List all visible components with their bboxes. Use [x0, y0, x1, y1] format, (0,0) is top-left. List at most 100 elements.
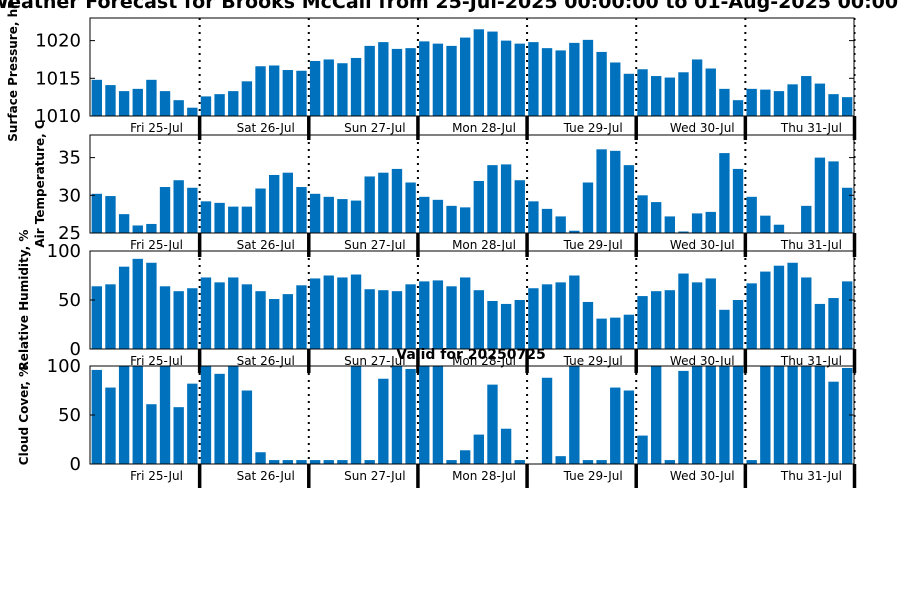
ytick-label: 1010: [35, 106, 81, 127]
bar: [118, 91, 130, 116]
bar: [678, 231, 689, 233]
bar: [691, 59, 703, 116]
bar: [650, 202, 662, 233]
bar: [405, 182, 416, 233]
bar: [296, 70, 307, 116]
day-label: Tue 29-Jul: [563, 354, 623, 368]
bar: [446, 205, 457, 233]
panel-subtitle: Valid for 20250725: [396, 347, 545, 363]
bar: [268, 299, 280, 349]
bar: [146, 262, 157, 349]
bar: [814, 157, 826, 233]
bar: [255, 188, 266, 233]
bar: [678, 370, 689, 464]
bar: [487, 165, 498, 233]
bar: [187, 107, 198, 116]
bar: [610, 150, 621, 233]
bar: [323, 196, 334, 233]
bar: [146, 223, 157, 233]
bar: [500, 40, 512, 117]
bar: [732, 366, 744, 464]
day-label: Tue 29-Jul: [563, 469, 623, 483]
bar: [309, 193, 321, 233]
day-label: Sun 27-Jul: [344, 121, 405, 135]
bar: [487, 300, 498, 349]
bar: [309, 60, 321, 116]
bar: [146, 79, 157, 116]
bar: [787, 262, 798, 349]
bar: [255, 66, 266, 116]
bar: [350, 200, 362, 233]
bar: [146, 404, 157, 464]
bar: [118, 214, 130, 233]
bar: [364, 176, 375, 233]
day-label: Sun 27-Jul: [344, 469, 405, 483]
bar: [582, 460, 594, 464]
day-label: Thu 31-Jul: [780, 238, 842, 252]
panel-4: Fri 25-Jul Sat 26-Jul Sun 27-Jul Mon 28-Jul…: [17, 356, 857, 488]
y-axis-label: Surface Pressure, hPa: [6, 0, 20, 142]
bar: [228, 206, 239, 233]
bar: [473, 29, 485, 117]
bar: [419, 41, 430, 117]
bar: [664, 77, 676, 116]
bar: [569, 275, 580, 349]
bar: [337, 199, 348, 233]
bar: [569, 230, 580, 233]
day-label: Sun 27-Jul: [344, 238, 405, 252]
day-label: Fri 25-Jul: [130, 354, 183, 368]
bar: [569, 42, 580, 116]
bar: [432, 43, 444, 116]
bar: [746, 196, 757, 233]
day-label: Sat 26-Jul: [237, 238, 295, 252]
bar: [487, 384, 498, 464]
bar: [678, 72, 689, 116]
bar: [391, 291, 403, 349]
figure-title: Weather Forecast for Brooks McCall from …: [0, 0, 900, 13]
bar: [214, 94, 225, 116]
bar: [282, 460, 294, 464]
bar: [391, 48, 403, 116]
bar: [555, 282, 566, 349]
bar: [214, 373, 225, 464]
bar: [296, 187, 307, 233]
bar: [787, 366, 798, 464]
bar: [159, 286, 171, 349]
bar: [801, 76, 812, 116]
bar: [378, 42, 389, 117]
bar: [432, 366, 444, 464]
day-label: Thu 31-Jul: [780, 121, 842, 135]
bar: [650, 366, 662, 464]
bar: [473, 180, 485, 233]
bar: [650, 291, 662, 349]
bar: [282, 294, 294, 349]
bar: [555, 216, 566, 233]
bar: [296, 285, 307, 349]
ytick-label: 100: [47, 241, 81, 262]
bar: [582, 182, 594, 233]
day-label: Wed 30-Jul: [670, 354, 735, 368]
bar: [132, 88, 143, 116]
panel-3: Fri 25-Jul Sat 26-Jul Sun 27-Jul Mon 28-Jul…: [17, 230, 857, 373]
bar: [596, 51, 607, 116]
panel-2: Fri 25-Jul Sat 26-Jul Sun 27-Jul Mon 28-Jul…: [33, 120, 857, 257]
bar: [105, 387, 116, 464]
bar: [255, 291, 266, 349]
bar: [814, 303, 826, 349]
bar: [664, 216, 676, 233]
day-label: Mon 28-Jul: [452, 121, 516, 135]
ytick-label: 100: [47, 356, 81, 377]
bar: [268, 174, 280, 233]
bar: [623, 314, 635, 349]
bar: [173, 291, 184, 349]
bar: [828, 94, 839, 116]
day-label: Mon 28-Jul: [452, 354, 516, 368]
bar: [773, 366, 785, 464]
bar: [187, 383, 198, 464]
bar: [582, 39, 594, 116]
bar: [405, 284, 416, 349]
bar: [473, 434, 485, 464]
bar: [801, 366, 812, 464]
day-label: Mon 28-Jul: [452, 238, 516, 252]
bar: [610, 62, 621, 116]
